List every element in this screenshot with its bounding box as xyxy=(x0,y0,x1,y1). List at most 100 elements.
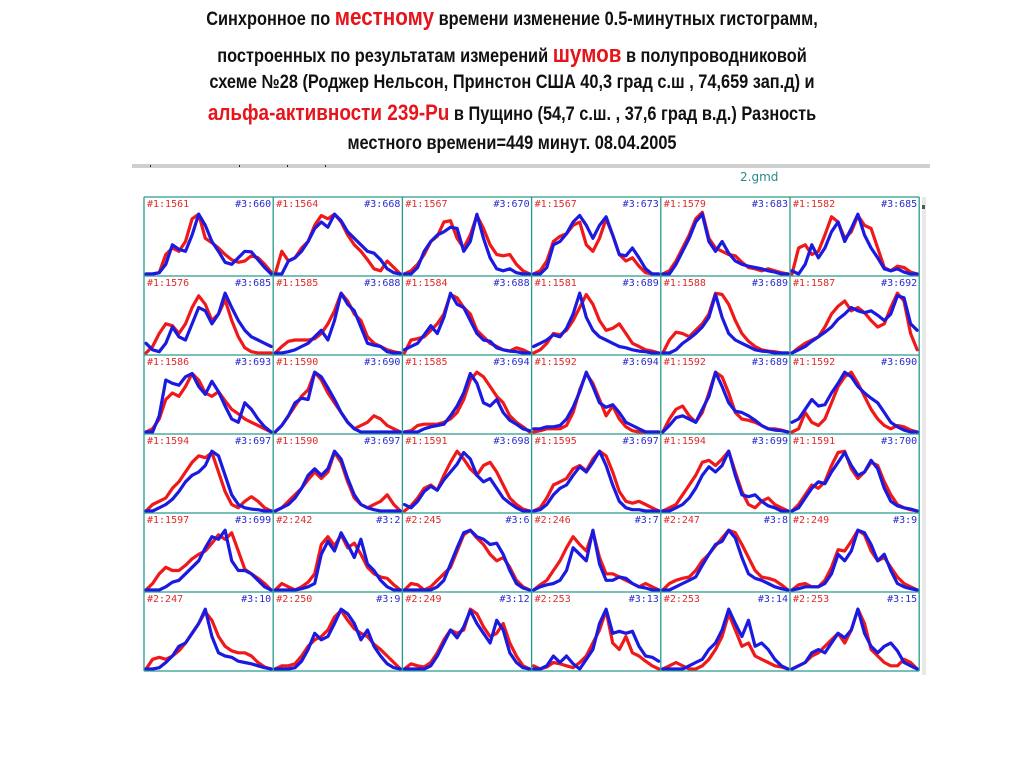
red-series-label: #1:1597 xyxy=(147,515,189,526)
red-series-label: #1:1564 xyxy=(276,199,318,210)
blue-series-label: #3:689 xyxy=(752,357,788,368)
blue-series-label: #3:668 xyxy=(364,199,400,210)
blue-series-label: #3:699 xyxy=(752,436,788,447)
red-series-label: #2:247 xyxy=(147,594,183,605)
histogram-cell: #2:247 #3:8 xyxy=(661,515,790,592)
blue-series-label: #3:699 xyxy=(235,515,271,526)
histogram-cell: #1:1592 #3:690 xyxy=(790,357,919,434)
red-series-label: #2:253 xyxy=(535,594,571,605)
histogram-cell: #2:253 #3:15 xyxy=(790,594,919,671)
histogram-cell: #2:249 #3:9 xyxy=(790,515,919,592)
blue-series-label: #3:8 xyxy=(764,515,788,526)
red-series-label: #1:1567 xyxy=(405,199,447,210)
title-line-5: местного времени=449 минут. 08.04.2005 xyxy=(347,133,677,154)
histogram-cell: #1:1591 #3:700 xyxy=(790,436,919,513)
red-series-label: #1:1581 xyxy=(535,278,577,289)
histogram-cell: #2:250 #3:9 xyxy=(273,594,402,671)
red-series-label: #2:245 xyxy=(405,515,441,526)
red-series-label: #1:1588 xyxy=(664,278,706,289)
red-series-label: #1:1592 xyxy=(664,357,706,368)
red-series-label: #1:1587 xyxy=(793,278,835,289)
blue-series-label: #3:694 xyxy=(493,357,529,368)
histogram-cell: #1:1590 #3:697 xyxy=(273,436,402,513)
blue-series-label: #3:7 xyxy=(635,515,659,526)
blue-series-label: #3:685 xyxy=(235,278,271,289)
histogram-cell: #2:249 #3:12 xyxy=(402,594,532,671)
blue-series-label: #3:10 xyxy=(241,594,271,605)
blue-series-label: #3:673 xyxy=(623,199,659,210)
blue-series-label: #3:14 xyxy=(758,594,788,605)
blue-series-label: #3:683 xyxy=(752,199,788,210)
histogram-cell: #1:1591 #3:698 xyxy=(402,436,532,513)
histogram-cell: #2:242 #3:2 xyxy=(273,515,402,592)
title-line-1: Синхронное по местному времени изменение… xyxy=(206,4,818,31)
red-series-label: #1:1590 xyxy=(276,357,318,368)
red-series-label: #1:1576 xyxy=(147,278,189,289)
blue-series-label: #3:694 xyxy=(623,357,659,368)
histogram-cell: #1:1581 #3:689 xyxy=(531,278,661,355)
histogram-cell: #1:1594 #3:697 xyxy=(144,436,273,513)
red-series-label: #1:1586 xyxy=(147,357,189,368)
histogram-cell: #1:1595 #3:697 xyxy=(531,436,661,513)
blue-series-label: #3:13 xyxy=(629,594,659,605)
histogram-cell: #2:246 #3:7 xyxy=(531,515,661,592)
histogram-cell: #1:1592 #3:694 xyxy=(531,357,661,434)
window-title-bar xyxy=(132,164,930,168)
red-series-label: #2:246 xyxy=(535,515,571,526)
histogram-cell: #1:1592 #3:689 xyxy=(661,357,790,434)
red-series-label: #1:1585 xyxy=(405,357,447,368)
red-series-label: #1:1590 xyxy=(276,436,318,447)
red-series-label: #1:1584 xyxy=(405,278,447,289)
histogram-cell: #1:1586 #3:693 xyxy=(144,357,273,434)
blue-series-label: #3:9 xyxy=(893,515,917,526)
histogram-cell: #1:1561 #3:660 xyxy=(144,199,273,276)
blue-series-label: #3:697 xyxy=(623,436,659,447)
histogram-cell: #1:1584 #3:688 xyxy=(402,278,532,355)
red-series-label: #1:1567 xyxy=(535,199,577,210)
red-series-label: #1:1591 xyxy=(793,436,835,447)
histogram-cell: #1:1579 #3:683 xyxy=(661,199,790,276)
blue-series-label: #3:660 xyxy=(235,199,271,210)
blue-series-label: #3:690 xyxy=(881,357,917,368)
blue-series-label: #3:688 xyxy=(493,278,529,289)
red-series-label: #2:253 xyxy=(793,594,829,605)
red-series-label: #1:1579 xyxy=(664,199,706,210)
blue-series-label: #3:9 xyxy=(376,594,400,605)
red-series-label: #2:249 xyxy=(793,515,829,526)
red-series-label: #1:1582 xyxy=(793,199,835,210)
red-series-label: #1:1594 xyxy=(147,436,189,447)
blue-series-label: #3:670 xyxy=(493,199,529,210)
histogram-cell: #2:245 #3:6 xyxy=(402,515,532,592)
histogram-cell: #1:1567 #3:673 xyxy=(531,199,661,276)
red-series-label: #1:1592 xyxy=(535,357,577,368)
histogram-cell: #1:1587 #3:692 xyxy=(790,278,919,355)
red-series-label: #1:1594 xyxy=(664,436,706,447)
histogram-cell: #1:1590 #3:690 xyxy=(273,357,402,434)
blue-series-label: #3:15 xyxy=(887,594,917,605)
histogram-cell: #1:1585 #3:688 xyxy=(273,278,402,355)
blue-series-label: #3:689 xyxy=(623,278,659,289)
histogram-cell: #1:1597 #3:699 xyxy=(144,515,273,592)
vertical-scrollbar[interactable] xyxy=(922,197,926,675)
blue-series-label: #3:12 xyxy=(499,594,529,605)
title-line-2: построенных по результатам измерений шум… xyxy=(217,41,807,68)
histogram-cell: #1:1576 #3:685 xyxy=(144,278,273,355)
red-series-label: #1:1592 xyxy=(793,357,835,368)
histogram-cell: #1:1585 #3:694 xyxy=(402,357,532,434)
title-highlight-noise: шумов xyxy=(552,41,622,68)
red-series-label: #2:242 xyxy=(276,515,312,526)
scrollbar-thumb[interactable] xyxy=(922,205,925,209)
histogram-cell: #2:253 #3:14 xyxy=(661,594,790,671)
histogram-cell: #1:1588 #3:689 xyxy=(661,278,790,355)
red-series-label: #1:1591 xyxy=(405,436,447,447)
histogram-cell: #2:253 #3:13 xyxy=(531,594,661,671)
blue-series-label: #3:690 xyxy=(364,357,400,368)
title-highlight-alpha: альфа-активности 239-Pu xyxy=(207,100,450,125)
blue-series-label: #3:698 xyxy=(493,436,529,447)
histogram-cell: #1:1567 #3:670 xyxy=(402,199,532,276)
red-series-label: #1:1561 xyxy=(147,199,189,210)
file-name-label: 2.gmd xyxy=(740,170,779,184)
red-series-label: #1:1585 xyxy=(276,278,318,289)
blue-series-label: #3:6 xyxy=(506,515,530,526)
